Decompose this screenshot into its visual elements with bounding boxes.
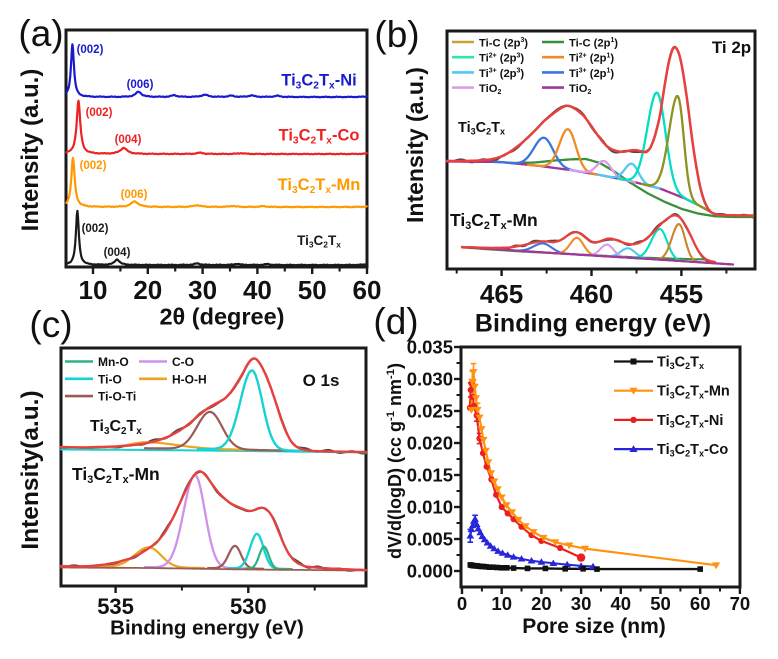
- svg-text:TiO2: TiO2: [569, 83, 591, 96]
- svg-text:Ti3+ (2p1): Ti3+ (2p1): [569, 68, 614, 80]
- svg-text:0.005: 0.005: [407, 529, 453, 550]
- svg-text:(002): (002): [80, 160, 107, 172]
- svg-text:O 1s: O 1s: [303, 371, 340, 390]
- svg-text:535: 535: [97, 594, 134, 619]
- svg-text:Intensity (a.u.): Intensity (a.u.): [402, 67, 428, 223]
- svg-text:455: 455: [660, 279, 703, 309]
- svg-text:0.015: 0.015: [407, 465, 453, 486]
- svg-text:Pore size (nm): Pore size (nm): [522, 615, 666, 638]
- svg-text:10: 10: [79, 275, 108, 305]
- svg-text:60: 60: [353, 275, 382, 305]
- svg-text:Ti2+ (2p1): Ti2+ (2p1): [569, 52, 614, 64]
- svg-text:530: 530: [230, 594, 267, 619]
- svg-text:20: 20: [133, 275, 162, 305]
- svg-text:dV/d(logD) (cc g-1 nm-1): dV/d(logD) (cc g-1 nm-1): [385, 363, 405, 559]
- svg-text:50: 50: [298, 275, 327, 305]
- svg-text:Ti3C2Tx: Ti3C2Tx: [90, 418, 142, 437]
- svg-text:0.010: 0.010: [407, 497, 453, 518]
- svg-text:Ti-C (2p1): Ti-C (2p1): [569, 37, 618, 49]
- svg-text:Binding energy (eV): Binding energy (eV): [110, 617, 304, 640]
- svg-text:50: 50: [650, 593, 671, 614]
- svg-text:H-O-H: H-O-H: [172, 372, 207, 386]
- svg-text:(b): (b): [374, 14, 419, 55]
- svg-text:Ti2+ (2p3): Ti2+ (2p3): [479, 52, 524, 64]
- svg-text:(a): (a): [18, 13, 63, 54]
- svg-text:TiO2: TiO2: [479, 83, 501, 96]
- svg-text:(006): (006): [121, 189, 148, 201]
- svg-text:0: 0: [457, 593, 467, 614]
- svg-text:20: 20: [531, 593, 552, 614]
- svg-text:Ti3C2Tx: Ti3C2Tx: [458, 120, 505, 137]
- svg-text:60: 60: [690, 593, 711, 614]
- svg-text:460: 460: [570, 279, 613, 309]
- svg-text:Ti 2p: Ti 2p: [712, 38, 751, 57]
- svg-text:(002): (002): [86, 107, 113, 119]
- svg-text:40: 40: [243, 275, 272, 305]
- svg-text:(004): (004): [115, 134, 142, 146]
- svg-text:465: 465: [480, 279, 523, 309]
- svg-text:30: 30: [571, 593, 592, 614]
- svg-text:10: 10: [491, 593, 512, 614]
- svg-text:Ti3C2Tx-Mn: Ti3C2Tx-Mn: [657, 384, 730, 401]
- svg-text:Ti3C2Tx-Co: Ti3C2Tx-Co: [279, 127, 360, 147]
- svg-text:Ti3+ (2p3): Ti3+ (2p3): [479, 68, 524, 80]
- svg-text:Intensity(a.u.): Intensity(a.u.): [17, 390, 44, 549]
- svg-text:Ti-O-Ti: Ti-O-Ti: [98, 390, 136, 404]
- svg-text:0.030: 0.030: [407, 369, 453, 390]
- svg-text:Ti3C2Tx-Co: Ti3C2Tx-Co: [657, 442, 728, 459]
- svg-text:30: 30: [188, 275, 217, 305]
- svg-text:0.025: 0.025: [407, 401, 453, 422]
- svg-text:Mn-O: Mn-O: [98, 355, 129, 369]
- svg-text:Binding energy (eV): Binding energy (eV): [475, 310, 711, 338]
- svg-text:Ti3C2Tx-Mn: Ti3C2Tx-Mn: [72, 464, 160, 486]
- svg-text:Ti3C2Tx-Mn: Ti3C2Tx-Mn: [450, 210, 538, 232]
- svg-text:0.000: 0.000: [407, 561, 453, 582]
- svg-text:2θ (degree): 2θ (degree): [159, 304, 284, 330]
- svg-text:(d): (d): [373, 301, 418, 342]
- svg-text:Ti3C2Tx: Ti3C2Tx: [297, 233, 341, 249]
- svg-text:Intensity (a.u.): Intensity (a.u.): [17, 69, 44, 232]
- svg-text:(006): (006): [127, 79, 154, 91]
- svg-text:(c): (c): [29, 304, 72, 345]
- svg-text:(002): (002): [82, 223, 109, 235]
- svg-text:Ti-O: Ti-O: [98, 372, 122, 386]
- svg-text:40: 40: [611, 593, 632, 614]
- svg-text:(004): (004): [104, 247, 131, 259]
- svg-text:(002): (002): [77, 44, 104, 56]
- svg-text:C-O: C-O: [172, 355, 194, 369]
- svg-text:Ti3C2Tx-Ni: Ti3C2Tx-Ni: [281, 72, 356, 92]
- svg-text:0.035: 0.035: [407, 337, 453, 358]
- svg-text:Ti3C2Tx-Ni: Ti3C2Tx-Ni: [657, 413, 723, 430]
- svg-text:Ti3C2Tx: Ti3C2Tx: [657, 355, 704, 372]
- svg-text:Ti3C2Tx-Mn: Ti3C2Tx-Mn: [278, 176, 361, 196]
- svg-text:0.020: 0.020: [407, 433, 453, 454]
- svg-text:Ti-C (2p3): Ti-C (2p3): [479, 37, 528, 49]
- svg-text:70: 70: [730, 593, 751, 614]
